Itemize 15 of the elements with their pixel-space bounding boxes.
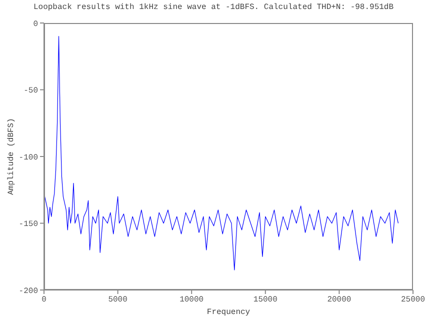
x-tick-label: 10000 — [180, 296, 204, 305]
chart-title: Loopback results with 1kHz sine wave at -1dBFS. Calculated THD+N: -98.951dB — [32, 3, 395, 12]
y-tick-label: 0 — [33, 20, 38, 29]
x-axis-title: Frequency — [206, 308, 250, 317]
x-tick-label: 15000 — [253, 296, 278, 305]
line-series — [44, 36, 399, 270]
x-tick-label: 5000 — [108, 296, 128, 305]
y-axis-title: Amplitude (dBFS) — [6, 118, 16, 195]
y-tick-label: -50 — [24, 86, 38, 96]
x-tick-label: 20000 — [327, 296, 352, 305]
x-tick-label: 0 — [42, 296, 47, 305]
x-tick-label: 25000 — [400, 296, 426, 305]
y-tick-label: -200 — [18, 286, 38, 296]
y-tick-label: -150 — [18, 220, 38, 230]
y-tick-label: -100 — [18, 153, 38, 162]
